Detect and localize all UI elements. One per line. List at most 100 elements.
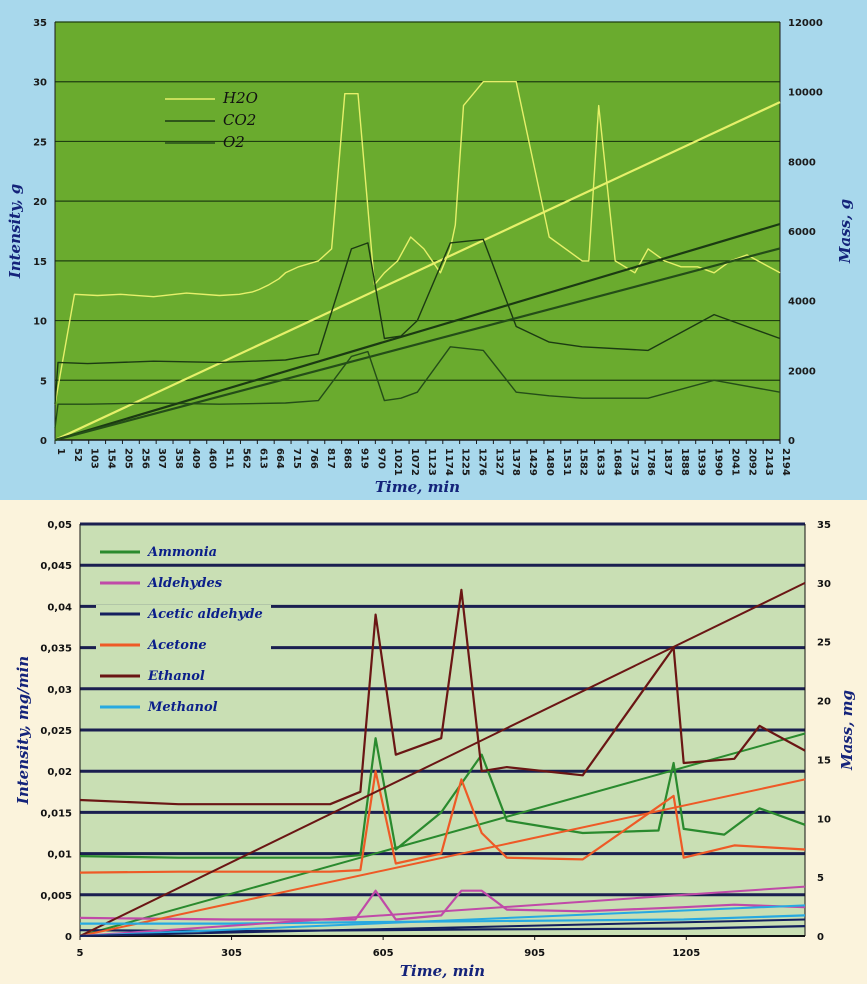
y-axis-right-title: Mass, mg xyxy=(838,690,856,771)
x-tick-label: 511 xyxy=(224,448,235,469)
x-tick-label: 1174 xyxy=(443,448,454,476)
y-tick-left-label: 35 xyxy=(33,18,47,29)
x-tick-label: 1 xyxy=(55,448,66,455)
x-tick-label: 256 xyxy=(139,448,150,469)
x-tick-label: 1786 xyxy=(645,448,656,476)
x-tick-label: 1021 xyxy=(392,448,403,476)
x-tick-label: 2143 xyxy=(763,448,774,476)
x-tick-label: 1531 xyxy=(561,448,572,476)
y-tick-right-label: 6000 xyxy=(788,227,816,238)
y-tick-left-label: 0,05 xyxy=(47,520,72,531)
x-tick-label: 1735 xyxy=(628,448,639,476)
y-tick-right-label: 8000 xyxy=(788,157,816,168)
y-tick-left-label: 0,04 xyxy=(47,602,72,613)
legend-bg xyxy=(96,605,271,625)
y-tick-left-label: 10 xyxy=(33,317,47,328)
series-line-aldehydes-cumulative xyxy=(79,885,806,937)
legend-bg xyxy=(96,698,271,718)
chart-top-plot-area xyxy=(55,22,780,440)
x-tick-label: 305 xyxy=(221,948,242,959)
y-tick-left-label: 0 xyxy=(65,932,72,943)
x-tick-label: 1205 xyxy=(672,948,700,959)
x-tick-label: 460 xyxy=(207,448,218,469)
x-tick-label: 1429 xyxy=(527,448,538,476)
x-tick-label: 358 xyxy=(173,448,184,469)
legend-label-ammonia: Ammonia xyxy=(146,545,217,560)
x-tick-label: 2194 xyxy=(780,448,791,476)
legend-bg xyxy=(96,636,271,656)
x-tick-label: 1633 xyxy=(595,448,606,476)
y-tick-left-label: 0 xyxy=(40,436,47,447)
series-line-o2-cumulative xyxy=(54,247,781,442)
y-tick-left-label: 30 xyxy=(33,78,47,89)
x-tick-label: 2092 xyxy=(746,448,757,476)
x-tick-label: 1072 xyxy=(409,448,420,476)
y-tick-right-label: 12000 xyxy=(788,18,823,29)
x-tick-label: 919 xyxy=(358,448,369,469)
y-tick-left-label: 15 xyxy=(33,257,47,268)
x-tick-label: 970 xyxy=(375,448,386,469)
y-tick-left-label: 20 xyxy=(33,197,47,208)
legend-label-aldehydes: Aldehydes xyxy=(146,576,223,591)
x-tick-label: 613 xyxy=(257,448,268,469)
x-tick-label: 1378 xyxy=(510,448,521,476)
y-tick-left-label: 25 xyxy=(33,137,47,148)
x-tick-label: 1276 xyxy=(477,448,488,476)
legend-bg xyxy=(96,543,271,563)
y-tick-right-label: 4000 xyxy=(788,297,816,308)
x-tick-label: 1582 xyxy=(578,448,589,476)
series-line-h2o-cumulative xyxy=(54,101,781,441)
y-tick-left-label: 0,035 xyxy=(40,644,72,655)
y-axis-right-title: Mass, g xyxy=(836,199,854,264)
legend-label-h2o: H2O xyxy=(222,89,258,107)
y-tick-right-label: 20 xyxy=(817,697,831,708)
chart-top: 0 5 10 15 20 25 30 35 0 2000 4000 6000 8000 10000 1200… xyxy=(0,0,867,500)
x-tick-label: 205 xyxy=(122,448,133,469)
x-tick-label: 307 xyxy=(156,448,167,469)
series-line-acetic-aldehyde-cumulative xyxy=(79,918,806,937)
y-axis-left-title: Intensity, g xyxy=(6,184,24,280)
y-tick-right-label: 0 xyxy=(788,436,795,447)
y-tick-right-label: 0 xyxy=(817,932,824,943)
y-tick-right-label: 35 xyxy=(817,520,831,531)
series-line-acetone xyxy=(79,770,806,874)
y-tick-right-label: 2000 xyxy=(788,366,816,377)
x-tick-label: 409 xyxy=(190,448,201,469)
x-tick-label: 5 xyxy=(77,948,84,959)
y-tick-left-label: 0,015 xyxy=(40,808,72,819)
x-tick-label: 766 xyxy=(308,448,319,469)
y-tick-left-label: 5 xyxy=(40,376,47,387)
x-tick-label: 664 xyxy=(274,448,285,469)
x-tick-label: 905 xyxy=(524,948,545,959)
series-line-ethanol-cumulative xyxy=(79,582,806,937)
x-tick-label: 868 xyxy=(342,448,353,469)
x-tick-label: 817 xyxy=(325,448,336,469)
series-line-ammonia-cumulative xyxy=(79,732,806,937)
series-line-co2 xyxy=(54,238,781,405)
x-tick-label: 2041 xyxy=(729,448,740,476)
legend-label-acetic-aldehyde: Acetic aldehyde xyxy=(146,607,263,622)
x-axis-title: Time, min xyxy=(400,962,485,980)
y-tick-left-label: 0,025 xyxy=(40,726,72,737)
x-tick-label: 1327 xyxy=(493,448,504,476)
y-tick-right-label: 10 xyxy=(817,814,831,825)
series-line-methanol xyxy=(80,914,806,925)
x-tick-label: 52 xyxy=(72,448,83,462)
series-line-aldehydes xyxy=(79,889,806,921)
series-line-methanol-cumulative xyxy=(79,904,806,937)
chart-bottom: 0 0,005 0,01 0,015 0,02 0,025 0,03 0,035 0,04 0,0… xyxy=(0,500,867,984)
legend-bg xyxy=(96,667,271,687)
series-line-h2o xyxy=(54,80,781,405)
series-line-o2 xyxy=(54,346,781,429)
x-tick-label: 1225 xyxy=(460,448,471,476)
x-tick-label: 1990 xyxy=(713,448,724,476)
legend-label-o2: O2 xyxy=(223,133,245,151)
legend-bg xyxy=(96,574,271,594)
legend-label-methanol: Methanol xyxy=(147,700,218,715)
y-tick-right-label: 30 xyxy=(817,579,831,590)
y-tick-left-label: 0,03 xyxy=(47,685,72,696)
legend-label-co2: CO2 xyxy=(223,111,256,129)
y-tick-right-label: 15 xyxy=(817,755,831,766)
x-tick-label: 1837 xyxy=(662,448,673,476)
